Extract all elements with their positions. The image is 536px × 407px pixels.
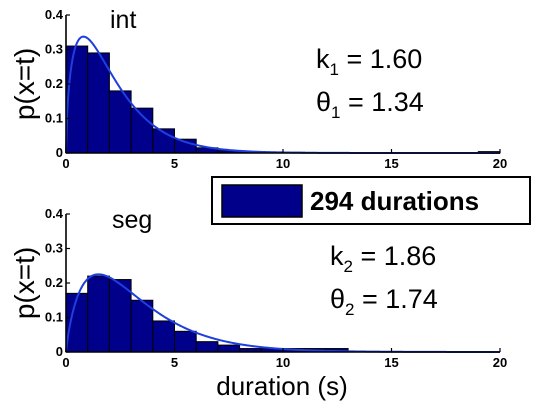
int-x-tick-label: 0: [62, 156, 69, 171]
int-param-theta-name: θ: [316, 87, 331, 117]
int-param-k: k1 = 1.60: [316, 44, 422, 79]
int-bar: [87, 52, 110, 154]
int-y-tick-label: 0.1: [45, 111, 63, 126]
int-param-theta: θ1 = 1.34: [316, 87, 424, 122]
x-axis-label: duration (s): [216, 371, 348, 401]
int-y-axis-label: p(x=t): [9, 48, 40, 120]
int-x-tick-label: 15: [384, 156, 398, 171]
seg-param-k: k2 = 1.86: [330, 241, 436, 276]
int-x-tick-label: 10: [276, 156, 290, 171]
seg-x-tick-label: 10: [276, 355, 290, 370]
int-y-tick-label: 0: [56, 145, 63, 160]
seg-param-theta: θ2 = 1.74: [330, 284, 438, 319]
int-x-tick-label: 5: [171, 156, 178, 171]
seg-x-tick-label: 0: [62, 355, 69, 370]
seg-panel-title: seg: [112, 206, 152, 234]
seg-param-k-sub: 2: [344, 257, 353, 276]
seg-param-theta-name: θ: [330, 284, 345, 314]
legend-swatch: [221, 184, 303, 218]
legend-label: 294 durations: [310, 186, 479, 216]
int-param-k-sub: 1: [330, 60, 339, 79]
seg-param-theta-sub: 2: [345, 300, 354, 319]
seg-y-tick-label: 0.3: [45, 241, 63, 256]
int-y-tick-label: 0.2: [45, 76, 63, 91]
seg-param-k-value: = 1.86: [353, 241, 436, 271]
seg-x-tick-label: 5: [171, 355, 178, 370]
seg-y-tick-label: 0.1: [45, 310, 63, 325]
int-param-theta-value: = 1.34: [341, 87, 424, 117]
int-y-tick-label: 0.3: [45, 42, 63, 57]
seg-bar: [87, 275, 110, 353]
seg-bar: [65, 292, 89, 353]
seg-bar: [195, 341, 219, 353]
legend: 294 durations: [211, 176, 531, 225]
int-param-k-value: = 1.60: [339, 44, 422, 74]
seg-bars: [65, 275, 349, 353]
seg-y-tick-label: 0: [56, 344, 63, 359]
seg-ticks: 0 5 10 15 20 0 0.1 0.2 0.3 0.4: [45, 206, 507, 370]
seg-param-k-name: k: [330, 241, 344, 271]
int-panel-title: int: [110, 6, 136, 34]
int-bar: [65, 45, 89, 154]
seg-bar: [130, 299, 154, 353]
seg-param-theta-value: = 1.74: [355, 284, 438, 314]
int-param-k-name: k: [316, 44, 330, 74]
seg-x-tick-label: 20: [493, 355, 507, 370]
int-x-tick-label: 20: [493, 156, 507, 171]
seg-bar: [217, 344, 241, 353]
seg-y-axis-label: p(x=t): [9, 247, 40, 319]
seg-x-tick-label: 15: [384, 355, 398, 370]
int-y-tick-label: 0.4: [45, 7, 64, 22]
seg-bar: [174, 330, 197, 353]
int-ticks: 0 5 10 15 20 0 0.1 0.2 0.3 0.4: [45, 7, 507, 171]
seg-bar: [152, 320, 176, 353]
int-bars: [65, 45, 501, 154]
int-param-theta-sub: 1: [331, 103, 340, 122]
seg-y-tick-label: 0.4: [45, 206, 64, 221]
seg-y-tick-label: 0.2: [45, 275, 63, 290]
